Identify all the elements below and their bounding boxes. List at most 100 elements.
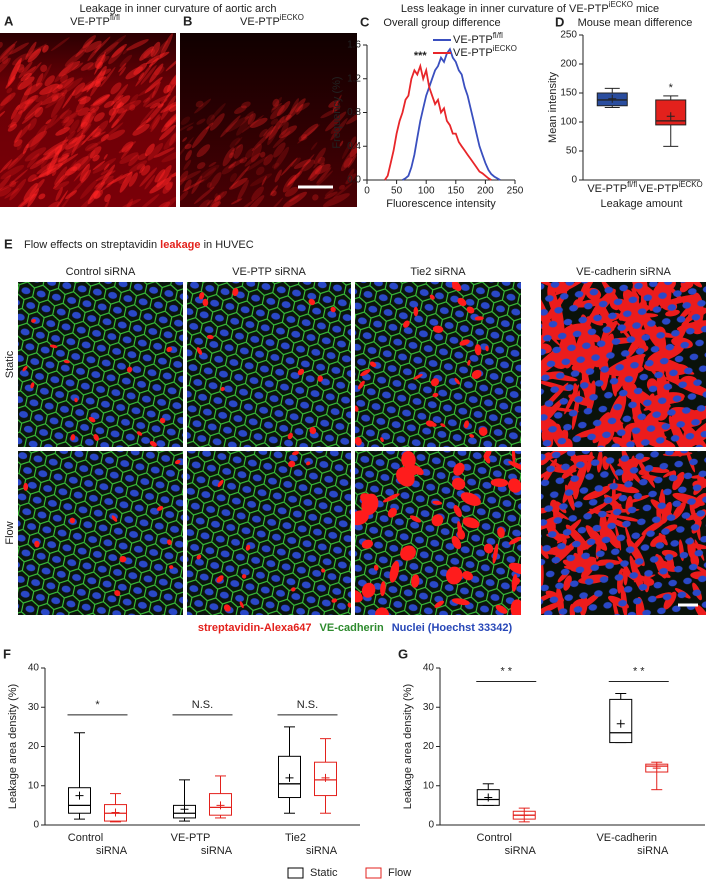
tissue-streak — [119, 152, 139, 164]
micrograph — [187, 451, 351, 615]
leak-spot — [114, 590, 121, 597]
annotation: N.S. — [297, 699, 318, 711]
y-tick-label: 0.0 — [347, 175, 361, 186]
tissue-streak — [145, 94, 172, 108]
tissue-streak — [65, 166, 78, 176]
tissue-streak — [146, 51, 170, 65]
x-tick-label: 50 — [391, 186, 403, 197]
tissue-streak — [35, 151, 55, 165]
leak-spot — [508, 536, 521, 545]
tissue-streak — [58, 154, 70, 162]
tissue-streak — [103, 163, 110, 171]
tissue-streak — [234, 105, 247, 115]
y-tick-label: 1.2 — [347, 73, 361, 84]
tissue-streak — [270, 190, 277, 197]
y-tick-label: 200 — [560, 59, 577, 70]
chart-subtitle: Mouse mean difference — [578, 17, 693, 29]
leak-spot — [462, 571, 474, 581]
tissue-streak — [44, 143, 68, 160]
superscript: iECKO — [493, 44, 517, 53]
tissue-streak — [29, 179, 45, 197]
tissue-streak — [250, 143, 262, 163]
tissue-streak — [199, 167, 217, 184]
tissue-streak — [148, 57, 159, 67]
tissue-streak — [310, 142, 318, 151]
tissue-streak — [297, 154, 315, 175]
tissue-streak — [19, 105, 27, 116]
tissue-streak — [38, 193, 46, 200]
leak-spot — [400, 545, 416, 561]
tissue-streak — [332, 94, 342, 113]
leak-spot — [23, 482, 29, 491]
tissue-streak — [244, 156, 268, 172]
tissue-streak — [213, 191, 225, 204]
tissue-streak — [246, 195, 265, 207]
tissue-streak — [40, 152, 51, 169]
annotation: *** — [414, 50, 428, 62]
tissue-streak — [65, 190, 78, 200]
leak-spot — [387, 507, 397, 518]
tissue-streak — [271, 162, 280, 169]
tissue-streak — [186, 126, 194, 131]
stain-label: streptavidin-Alexa647 — [198, 622, 312, 634]
leak-spot — [69, 517, 76, 524]
y-tick-label: 40 — [423, 663, 435, 674]
tissue-streak — [60, 73, 69, 83]
tissue-streak — [119, 171, 133, 193]
tissue-streak — [146, 102, 164, 124]
leak-spot — [474, 344, 482, 356]
panel-letter: B — [183, 13, 192, 28]
tissue-streak — [149, 63, 164, 83]
tissue-streak — [269, 197, 284, 207]
tissue-streak — [95, 170, 116, 182]
tissue-streak — [168, 170, 176, 178]
tissue-streak — [159, 124, 176, 141]
tissue-streak — [343, 157, 353, 168]
tissue-streak — [162, 181, 174, 194]
y-tick-label: 100 — [560, 117, 577, 128]
tissue-streak — [45, 92, 67, 109]
tissue-streak — [341, 141, 352, 160]
legend-label: VE-PTPiECKO — [453, 44, 517, 59]
tissue-streak — [261, 175, 267, 186]
y-tick-label: 10 — [28, 780, 40, 791]
tissue-streak — [180, 170, 189, 187]
tissue-streak — [163, 127, 176, 150]
leak-spot — [375, 607, 389, 615]
tissue-streak — [280, 121, 289, 136]
leak-spot — [467, 359, 471, 366]
tissue-streak — [206, 114, 215, 125]
tissue-streak — [132, 123, 150, 136]
leak-spot — [429, 294, 435, 300]
superscript: iECKO — [679, 180, 703, 189]
tissue-streak — [129, 94, 139, 105]
tissue-streak — [270, 104, 285, 120]
tissue-streak — [77, 95, 88, 102]
tissue-streak — [165, 182, 173, 191]
tissue-streak — [230, 165, 251, 189]
tissue-streak — [272, 130, 291, 149]
leak-spot — [382, 493, 400, 503]
tissue-streak — [73, 162, 90, 182]
micrograph — [355, 451, 521, 615]
column-label: VE-cadherin siRNA — [576, 266, 671, 278]
leak-spot — [355, 405, 359, 412]
leak-spot — [453, 462, 465, 476]
leak-spot — [466, 306, 475, 314]
superscript: iECKO — [280, 13, 304, 22]
leak-spot — [297, 368, 305, 376]
y-tick-label: 0 — [33, 820, 39, 831]
tissue-streak — [8, 121, 17, 128]
tissue-streak — [314, 163, 331, 175]
tissue-streak — [35, 73, 44, 87]
title-part: in HUVEC — [201, 239, 254, 251]
tissue-streak — [317, 156, 326, 165]
tissue-streak — [333, 183, 353, 199]
leak-spot — [402, 320, 410, 328]
tissue-streak — [29, 124, 47, 151]
tissue-streak — [107, 171, 133, 185]
leak-spot — [330, 306, 336, 313]
leak-spot — [451, 535, 462, 550]
tissue-streak — [64, 49, 86, 67]
tissue-streak — [330, 127, 337, 134]
